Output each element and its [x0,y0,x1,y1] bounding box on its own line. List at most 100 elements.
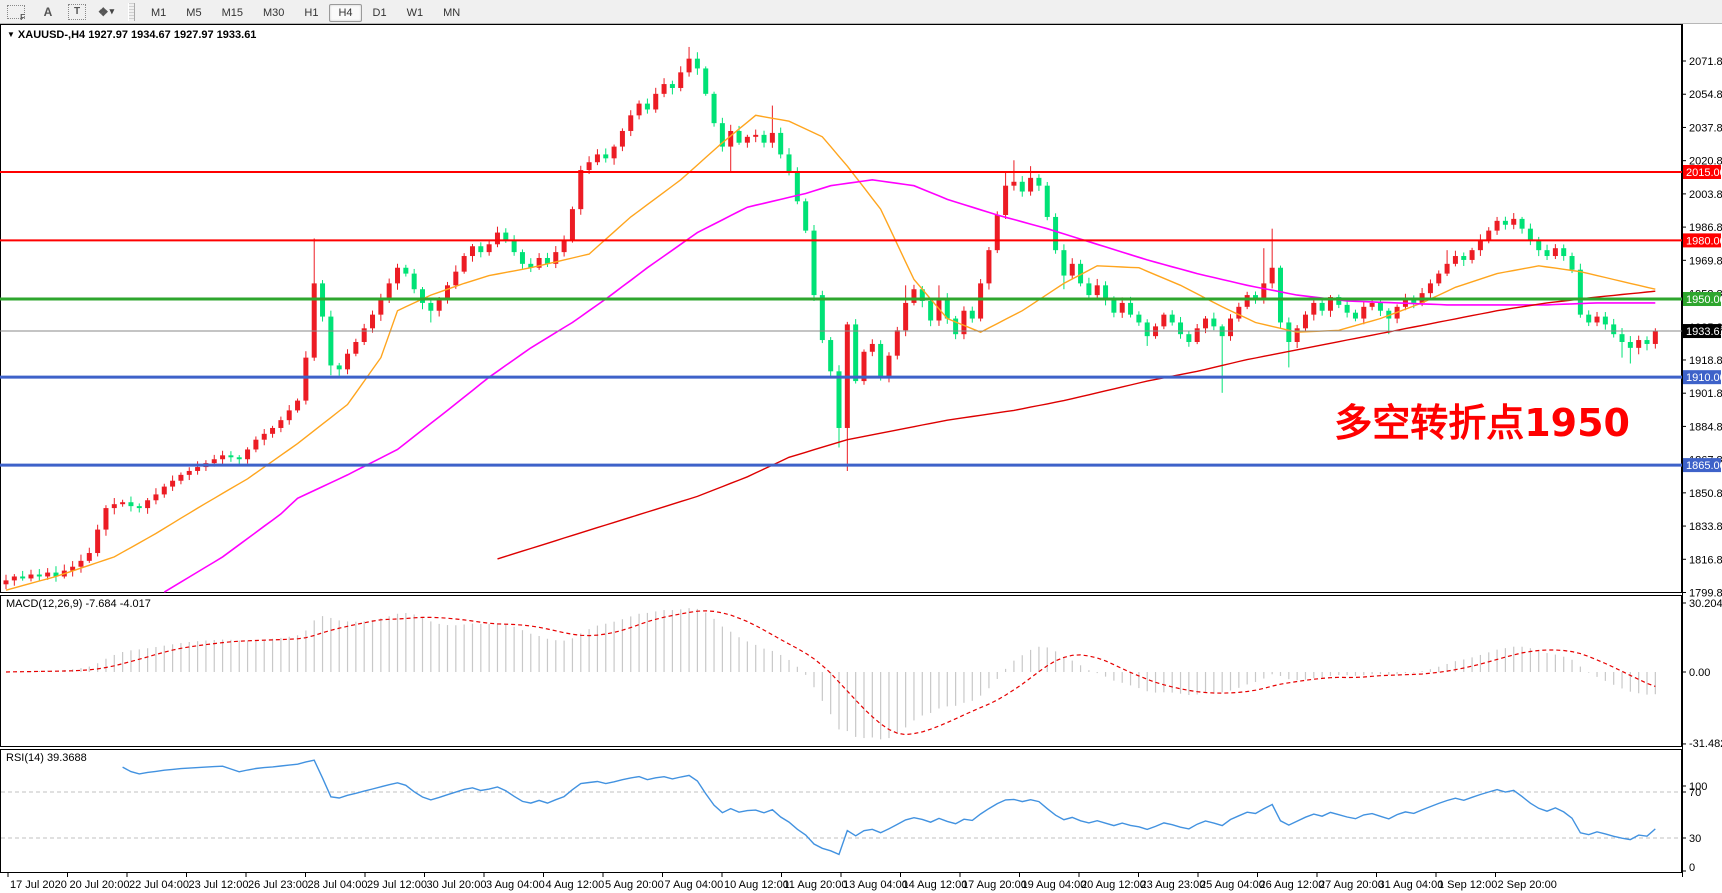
candle-body [1003,185,1009,215]
timeframe-button-h1[interactable]: H1 [304,6,319,19]
candle-body [1069,263,1075,276]
candle-body [444,285,450,300]
time-axis-label: 20 Aug 12:00 [1081,879,1146,891]
dropdown-caret-icon[interactable]: ▾ [109,6,115,16]
fibonacci-icon[interactable]: F [4,3,28,22]
candle-body [769,132,775,143]
candle-body [494,232,500,245]
timeframe-button-m5[interactable]: M5 [186,6,202,19]
candle-body [794,172,800,202]
candle-body [1544,250,1550,257]
arrows-icon[interactable]: ❖ ▾ [97,4,115,19]
candle-body [694,58,700,69]
rsi-axis-label: 100 [1689,781,1707,793]
candle-body [428,302,434,311]
time-axis-label: 28 Jul 04:00 [308,879,368,891]
candle-body [961,310,967,335]
candle-body [1336,297,1342,305]
rsi-axis-label: 30 [1689,833,1701,845]
candle-body [1261,283,1267,300]
price-chart-canvas[interactable]: 2071.80 2054.80 2037.80 2020.80 2003.80 1986.… [0,24,1722,893]
candle-body [836,371,842,428]
label-icon[interactable]: T [68,3,86,20]
price-axis-label: 2071.80 [1689,56,1722,68]
candle-body [386,283,392,300]
candle-body [86,553,92,561]
candle-body [378,299,384,315]
candle-body [336,365,342,370]
rsi-panel[interactable] [0,749,1682,873]
candle-body [1452,256,1458,264]
candle-body [761,134,767,143]
price-badge-1980.00 [1683,233,1721,248]
time-axis-label: 11 Aug 20:00 [784,879,848,891]
candle-body [1469,250,1475,260]
macd-axis-label: 0.00 [1689,667,1710,679]
candle-body [311,283,317,358]
candle-body [944,299,950,319]
candle-body [103,508,109,530]
candle-body [969,310,975,319]
candle-body [1169,314,1175,323]
candle-body [753,134,759,137]
timeframe-button-m15[interactable]: M15 [221,6,243,19]
candle-body [1652,331,1658,344]
macd-axis-label: -31.482 [1689,738,1722,750]
toolbar: F A T ❖ ▾ M1 M5 M15 M30 H1 H4 D1 W1 MN [0,0,1722,24]
macd-indicator-label: MACD(12,26,9) -7.684 -4.017 [6,598,151,610]
candle-body [678,72,684,88]
timeframe-button-m1[interactable]: M1 [151,6,167,19]
candle-body [1028,177,1034,192]
candle-body [420,289,425,303]
price-badge-text: 2015.00 [1686,167,1722,179]
rsi-axis-label: 0 [1689,862,1695,874]
candle-body [1186,334,1192,342]
candle-body [1502,220,1508,225]
candle-body [261,433,267,440]
candle-body [295,400,301,411]
timeframe-button-w1[interactable]: W1 [406,6,424,19]
candle-body [153,494,159,501]
candle-body [403,267,409,274]
text-icon[interactable]: A [43,4,53,19]
candle-body [1244,295,1250,307]
candle-body [1203,318,1209,329]
candle-body [819,295,825,341]
time-axis-label: 13 Aug 04:00 [843,879,908,891]
price-badge-text: 1933.61 [1686,326,1722,338]
candle-body [1619,334,1625,342]
timeframe-button-m30[interactable]: M30 [262,6,285,19]
candle-body [544,257,550,264]
timeframe-button-h4[interactable]: H4 [329,3,362,22]
time-axis-label: 19 Aug 04:00 [1022,879,1087,891]
candle-body [911,289,917,303]
candle-body [1144,322,1150,337]
rsi-indicator-label: RSI(14) 39.3688 [6,752,87,764]
candle-body [345,353,351,370]
candle-body [744,136,750,143]
price-axis-label: 1901.80 [1689,388,1722,400]
candle-body [53,572,59,577]
main-chart-panel[interactable] [0,24,1682,593]
candle-body [1511,218,1517,225]
candle-body [1527,228,1533,241]
candle-body [1577,269,1583,315]
candle-body [36,574,42,577]
candle-body [661,84,667,94]
candle-body [469,246,475,257]
macd-panel[interactable] [0,595,1682,747]
candle-body [686,58,692,73]
timeframe-button-mn[interactable]: MN [443,6,461,19]
price-axis-label: 1850.80 [1689,488,1722,500]
candle-body [436,299,442,311]
time-axis-label: 10 Aug 12:00 [724,879,789,891]
time-axis-label: 1 Sep 12:00 [1438,879,1497,891]
candle-body [1352,312,1358,319]
candle-body [411,273,417,290]
candle-body [903,302,909,331]
time-axis-label: 23 Aug 23:00 [1141,879,1206,891]
candle-body [1369,302,1375,307]
timeframe-button-d1[interactable]: D1 [372,6,387,19]
symbol-dropdown-icon[interactable]: ▼ [7,30,15,39]
